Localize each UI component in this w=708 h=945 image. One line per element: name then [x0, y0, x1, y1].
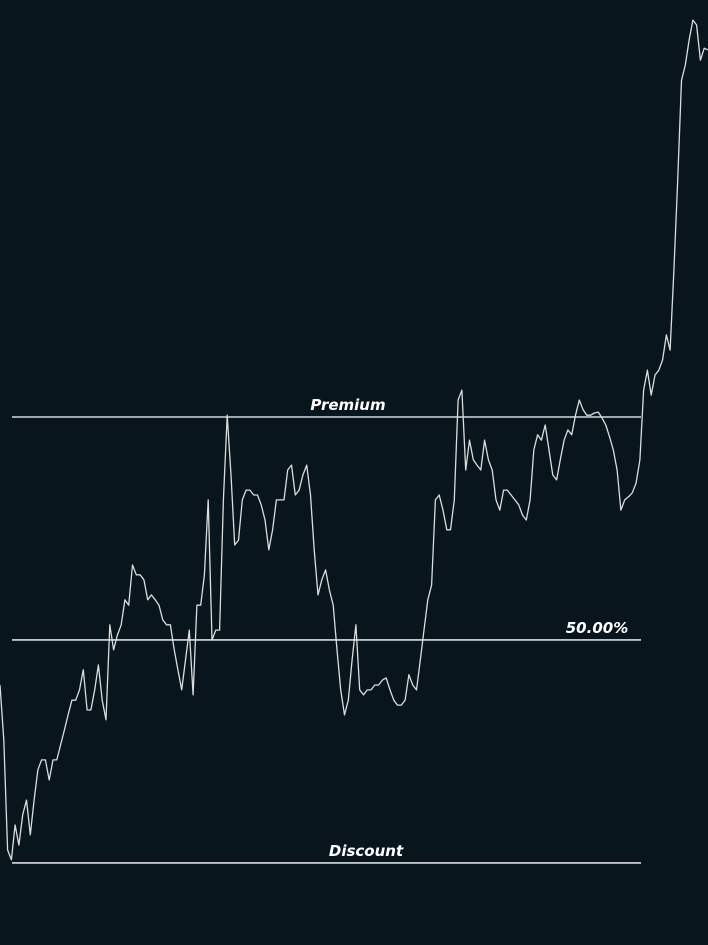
level-label: Premium: [310, 396, 385, 414]
level-label: 50.00%: [566, 619, 628, 637]
level-label: Discount: [329, 842, 404, 860]
price-line: [0, 19, 708, 861]
